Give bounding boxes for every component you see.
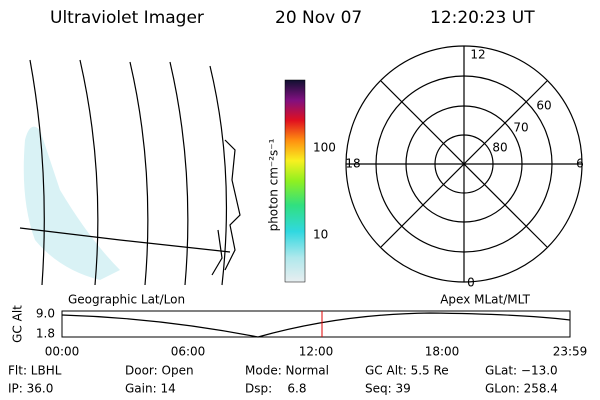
colorbar-tick: 10 <box>313 228 328 242</box>
x-tick-label: 12:00 <box>299 345 334 359</box>
info-item: Dsp: 6.8 <box>245 382 307 396</box>
x-tick-label: 18:00 <box>425 345 460 359</box>
plot-title: Apex MLat/MLT <box>440 293 530 307</box>
x-tick-label: 06:00 <box>171 345 206 359</box>
info-item: Flt: LBHL <box>8 364 62 378</box>
info-item: IP: 36.0 <box>8 382 53 396</box>
colorbar <box>284 79 306 283</box>
colorbar-label: photon cm⁻²s⁻¹ <box>267 138 281 231</box>
polar-label: 12 <box>470 48 485 62</box>
y-label: GC Alt <box>11 305 25 343</box>
info-item: GC Alt: 5.5 Re <box>365 364 449 378</box>
x-tick-label: 00:00 <box>45 345 80 359</box>
instrument: Ultraviolet Imager <box>50 8 204 28</box>
plot-title: Geographic Lat/Lon <box>68 293 185 307</box>
info-item: Gain: 14 <box>125 382 176 396</box>
polar-label: 0 <box>467 276 475 290</box>
altitude-curve <box>61 312 571 338</box>
info-item: Seq: 39 <box>365 382 411 396</box>
polar-label: 18 <box>345 157 360 171</box>
time: 12:20:23 UT <box>430 8 535 28</box>
map <box>19 59 241 286</box>
plot-frame <box>61 310 571 338</box>
polar-label: 60 <box>536 99 551 113</box>
polar-label: 80 <box>492 141 507 155</box>
colorbar-tick: 100 <box>313 141 336 155</box>
info-item: Door: Open <box>125 364 194 378</box>
y-tick-label: 1.8 <box>36 327 55 341</box>
info-item: GLat: −13.0 <box>485 364 558 378</box>
polar-grid <box>345 45 583 283</box>
polar-label: 70 <box>513 121 528 135</box>
info-panel: Flt: LBHL IP: 36.0 Door: Open Gain: 14 Mode:… <box>8 364 558 396</box>
y-tick-label: 9.0 <box>36 307 55 321</box>
polar-label: 6 <box>576 157 584 171</box>
info-item: Mode: Normal <box>245 364 329 378</box>
info-item: GLon: 258.4 <box>485 382 558 396</box>
date: 20 Nov 07 <box>275 8 362 28</box>
x-tick-label: 23:59 <box>553 345 588 359</box>
